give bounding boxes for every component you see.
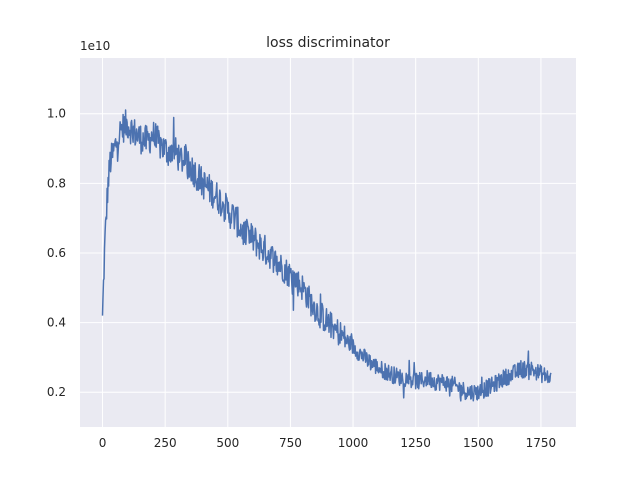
- y-tick-label: 0.4: [47, 316, 66, 330]
- y-tick-label: 0.8: [47, 176, 66, 190]
- x-tick-labels: 0 250 500 750 1000 1250 1500 1750: [99, 436, 556, 450]
- x-tick-label: 1750: [526, 436, 557, 450]
- loss-series-line: [101, 109, 552, 402]
- y-tick-label: 0.2: [47, 385, 66, 399]
- x-tick-label: 750: [279, 436, 302, 450]
- x-tick-label: 500: [216, 436, 239, 450]
- plot-area: [80, 58, 576, 427]
- chart-title: loss discriminator: [266, 35, 390, 51]
- x-tick-label: 1250: [400, 436, 431, 450]
- x-tick-label: 1500: [463, 436, 494, 450]
- x-tick-label: 250: [154, 436, 177, 450]
- x-tick-label: 0: [99, 436, 107, 450]
- y-offset-label: 1e10: [80, 39, 110, 53]
- x-tick-label: 1000: [338, 436, 369, 450]
- y-tick-label: 1.0: [47, 107, 66, 121]
- series-group: [101, 109, 552, 402]
- y-tick-labels: 0.2 0.4 0.6 0.8 1.0: [47, 107, 66, 399]
- y-tick-label: 0.6: [47, 246, 66, 260]
